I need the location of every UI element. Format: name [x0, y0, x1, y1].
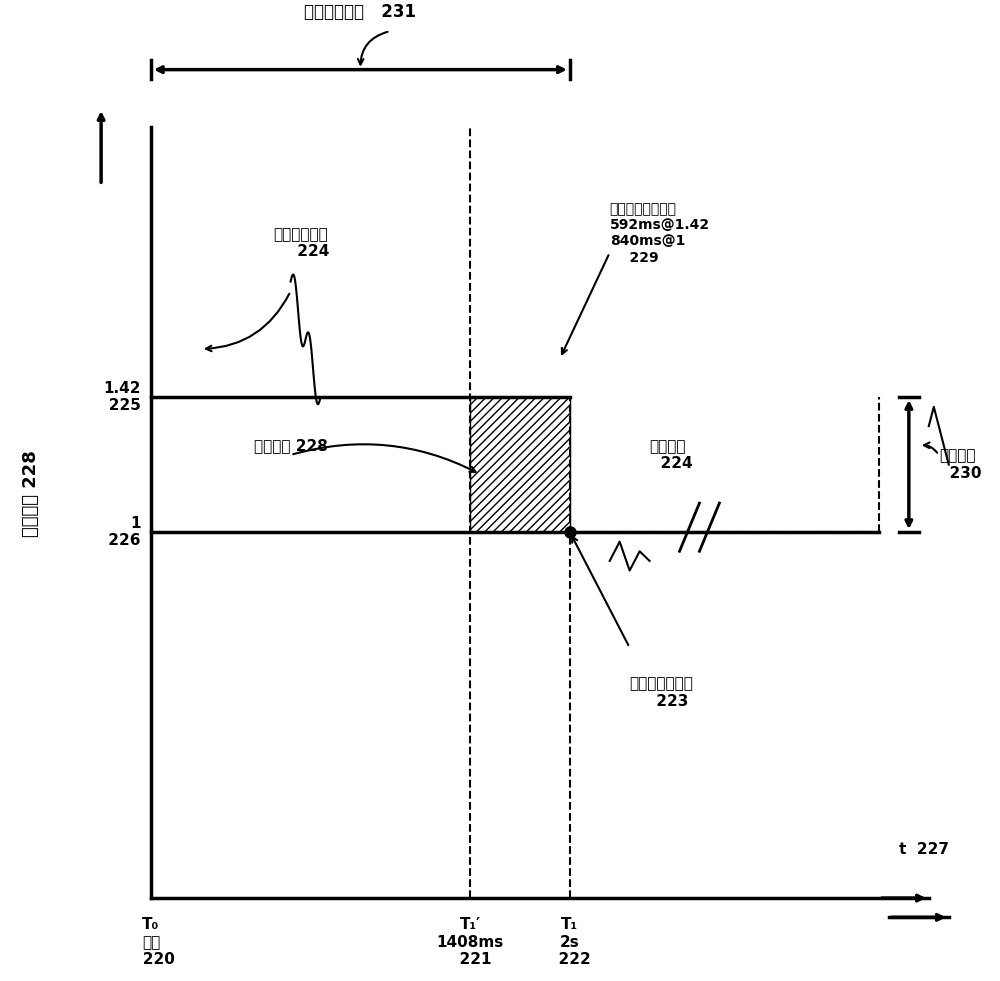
Text: t  227: t 227: [899, 843, 949, 857]
Text: 1.42
   225: 1.42 225: [93, 381, 141, 413]
Text: 突发持续时间   231: 突发持续时间 231: [304, 4, 416, 22]
Text: 1
 226: 1 226: [103, 516, 141, 548]
Text: 过度带宽
  230: 过度带宽 230: [939, 448, 981, 481]
Text: 切换到多播接收
     223: 切换到多播接收 223: [630, 677, 694, 709]
Text: 接收单播突发
     224: 接收单播突发 224: [271, 227, 330, 259]
Text: 过度数据 228: 过度数据 228: [254, 438, 328, 453]
Text: 突发速率 228: 突发速率 228: [22, 450, 40, 537]
Text: T₀
接收
   220: T₀ 接收 220: [127, 917, 175, 967]
Text: T₁′
1408ms
  221: T₁′ 1408ms 221: [436, 917, 504, 967]
Text: 接收多播
  224: 接收多播 224: [650, 439, 692, 471]
Text: T₁
2s
  222: T₁ 2s 222: [548, 917, 591, 967]
Text: 过度数据持续时间
592ms@1.42
840ms@1
    229: 过度数据持续时间 592ms@1.42 840ms@1 229: [610, 202, 710, 265]
Bar: [470, 397, 570, 532]
